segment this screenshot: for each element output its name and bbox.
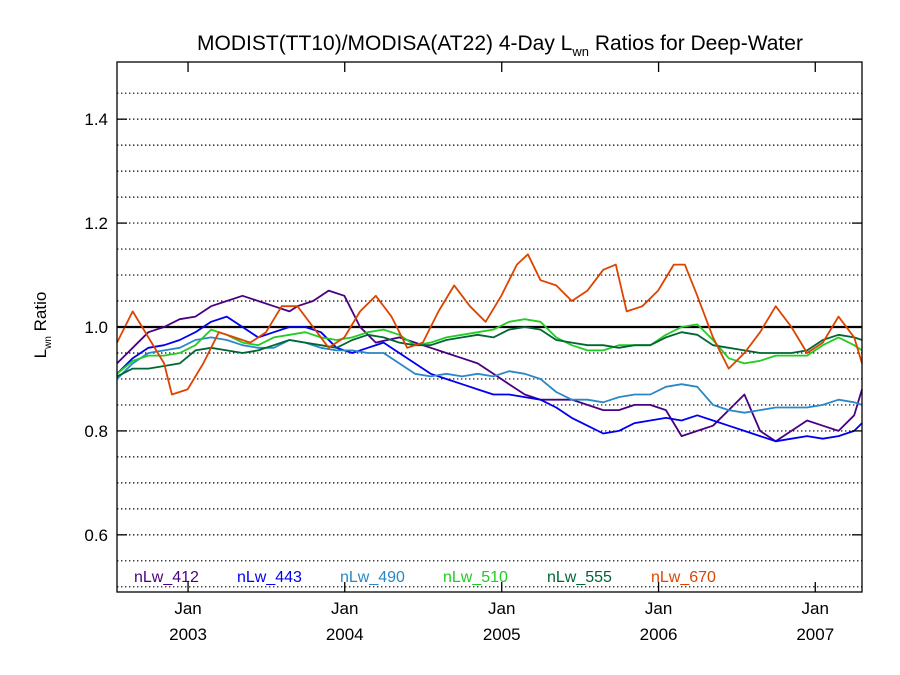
y-tick-label-2: 1.0	[84, 318, 108, 337]
legend-item-nlw-490: nLw_490	[340, 569, 405, 586]
y-axis: 0.6 0.8 1.0 1.2 1.4	[84, 110, 862, 545]
y-tick-label-0: 0.6	[84, 526, 108, 545]
x-tick-label-month-0: Jan	[174, 599, 201, 618]
legend-item-nlw-443: nLw_443	[237, 569, 302, 586]
series-layer	[116, 253, 863, 443]
x-tick-label-year-3: 2006	[640, 625, 678, 644]
y-tick-label-4: 1.4	[84, 110, 108, 129]
series-line-nlw-412	[116, 289, 863, 443]
chart-title: MODIST(TT10)/MODISA(AT22) 4-Day Lwn Rati…	[197, 32, 803, 59]
series-line-nlw-490	[116, 336, 863, 414]
y-tick-label-1: 0.8	[84, 422, 108, 441]
legend-item-nlw-670: nLw_670	[651, 569, 716, 586]
x-tick-label-month-4: Jan	[802, 599, 829, 618]
series-line-nlw-555	[116, 326, 863, 378]
legend-item-nlw-555: nLw_555	[547, 569, 612, 586]
legend-item-nlw-412: nLw_412	[134, 569, 199, 586]
series-line-nlw-443	[116, 315, 863, 443]
series-line-nlw-670	[116, 253, 863, 396]
x-tick-label-year-2: 2005	[483, 625, 521, 644]
x-axis: Jan 2003 Jan 2004 Jan 2005 Jan 2006 Jan 2007	[169, 62, 834, 644]
legend-item-nlw-510: nLw_510	[443, 569, 508, 586]
x-tick-label-month-2: Jan	[488, 599, 515, 618]
plot-area: 0.60.81.01.21.4 Jan2003Jan2004Jan2005Jan…	[84, 61, 863, 644]
series-line-nlw-510	[116, 318, 863, 375]
x-tick-label-year-1: 2004	[326, 625, 364, 644]
y-axis-label: Lwn Ratio	[31, 292, 54, 359]
gridlines	[117, 92, 862, 588]
y-tick-label-3: 1.2	[84, 214, 108, 233]
chart-title-subscript: wn	[571, 44, 589, 59]
x-tick-label-year-4: 2007	[796, 625, 834, 644]
x-tick-label-year-0: 2003	[169, 625, 207, 644]
legend: nLw_412 nLw_443 nLw_490 nLw_510 nLw_555 nLw_6…	[134, 569, 716, 586]
x-tick-label-month-3: Jan	[645, 599, 672, 618]
x-tick-label-month-1: Jan	[331, 599, 358, 618]
y-axis-label-subscript: wn	[43, 336, 54, 350]
